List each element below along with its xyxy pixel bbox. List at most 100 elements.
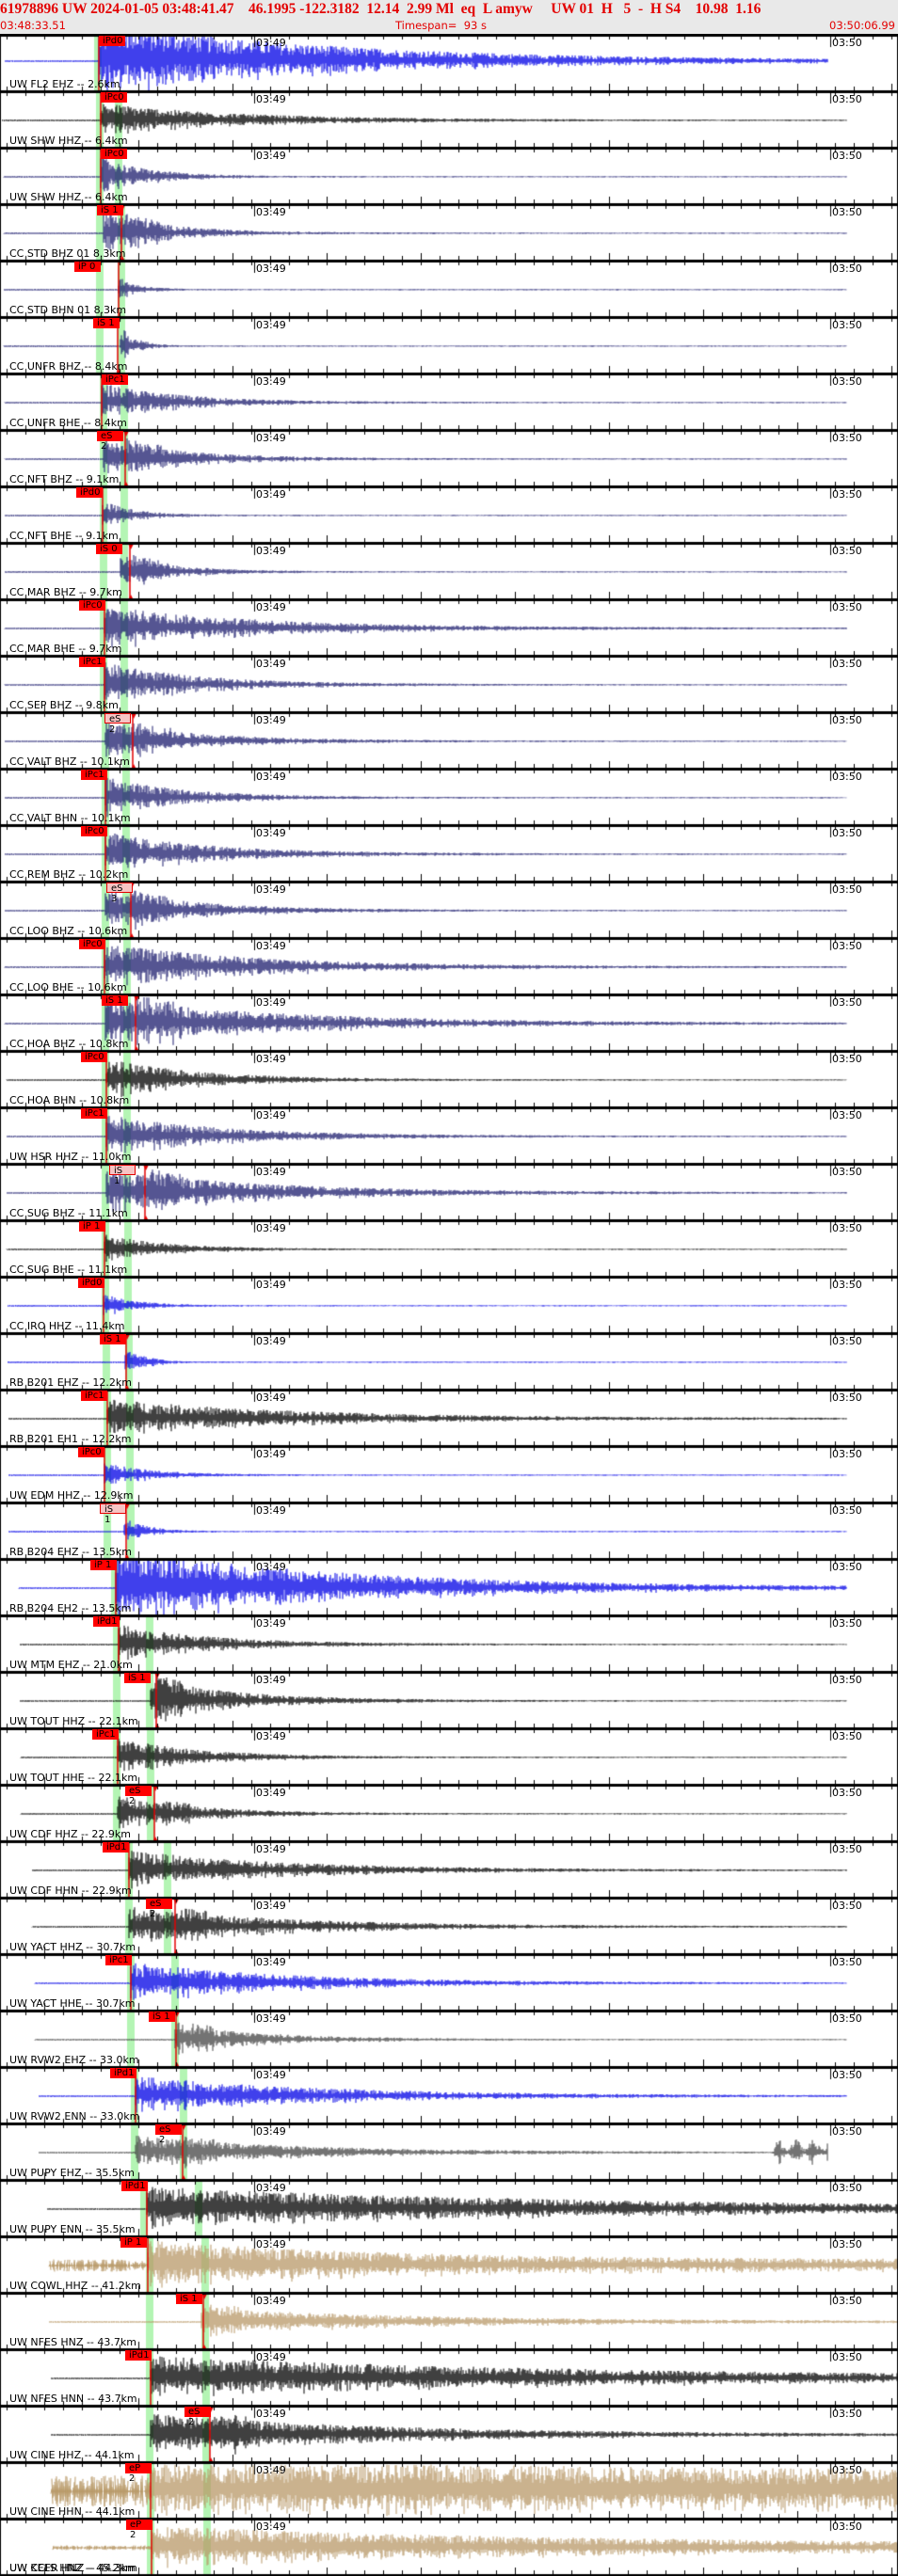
phase-pick-label[interactable]: iS 1	[102, 995, 128, 1006]
phase-pick-label[interactable]: iPc1	[92, 1729, 119, 1740]
phase-pick-label[interactable]: eS 3	[106, 883, 133, 904]
trace-panel[interactable]: 03:49 03:50 iPc0 CC MAR BHE -- 9.7km	[0, 600, 898, 657]
trace-panel[interactable]: 03:49 03:50 iS 1 CC UNFR BHZ -- 8.4km	[0, 318, 898, 374]
phase-pick-label[interactable]: eS 2	[146, 1899, 172, 1919]
phase-pick-label[interactable]: iPd0	[99, 36, 125, 46]
waveform-canvas	[0, 1842, 898, 1899]
trace-panel[interactable]: 03:49 03:50 iS 1 RB B201 EHZ -- 12.2km	[0, 1334, 898, 1391]
trace-panel[interactable]: 03:49 03:50 iPc1 UW YACT HHE -- 30.7km	[0, 1955, 898, 2012]
time-tick-label: 03:49	[256, 432, 286, 444]
phase-pick-label[interactable]: iPc1	[79, 657, 105, 667]
phase-pick-label[interactable]: iPc0	[81, 826, 107, 836]
trace-panel[interactable]: 03:49 03:50 eP 2 UW CCFR HNZ -- 44.3km	[0, 2520, 898, 2576]
phase-pick-label[interactable]: iPc0	[101, 149, 127, 159]
trace-panel[interactable]: 03:49 03:50 iPd1 UW NFES HNN -- 43.7km	[0, 2350, 898, 2407]
channel-label: CC HOA BHZ -- 10.8km	[9, 1038, 129, 1050]
phase-pick-label[interactable]: iP 1	[120, 2237, 147, 2248]
phase-pick-label[interactable]: iPc1	[81, 770, 107, 780]
trace-panel[interactable]: 03:49 03:50 iPc1 RB B201 EH1 -- 12.2km	[0, 1391, 898, 1447]
phase-pick-label[interactable]: eS 2	[97, 431, 123, 452]
trace-panel[interactable]: 03:49 03:50 iS 0 CC MAR BHZ -- 9.7km	[0, 544, 898, 600]
time-tick-label: 03:49	[256, 1674, 286, 1686]
phase-pick-label[interactable]: iS 1	[100, 1503, 126, 1525]
phase-pick-label[interactable]: iPd1	[93, 1616, 120, 1627]
phase-pick-label[interactable]: iPc1	[81, 1108, 107, 1119]
trace-panel[interactable]: 03:49 03:50 iS 1 CC STD BHZ 01 8.3km	[0, 205, 898, 262]
phase-pick-label[interactable]: iPd1	[103, 1842, 129, 1852]
phase-pick-label[interactable]: iS 1	[176, 2294, 202, 2304]
phase-pick-label[interactable]: iS 1	[97, 205, 123, 215]
phase-pick-label[interactable]: iPc1	[102, 374, 128, 385]
time-tick-label: 03:49	[256, 2182, 286, 2194]
trace-panel[interactable]: 03:49 03:50 iPd1 UW CDF HHN -- 22.9km	[0, 1842, 898, 1899]
trace-panel[interactable]: 03:49 03:50 iPc0 UW SHW HHZ -- 6.4km	[0, 149, 898, 205]
trace-panel[interactable]: 03:49 03:50 iPd0 CC IRO HHZ -- 11.4km	[0, 1278, 898, 1334]
phase-pick-label[interactable]: iS 1	[109, 1165, 136, 1186]
phase-pick-label[interactable]: iP 1	[90, 1560, 117, 1570]
trace-panel[interactable]: 03:49 03:50 eS 3 CC LOO BHZ -- 10.6km	[0, 883, 898, 939]
phase-pick-label[interactable]: iPc0	[81, 1052, 107, 1062]
trace-panel[interactable]: 03:49 03:50 iP 1 CC SUG BHE -- 11.1km	[0, 1221, 898, 1278]
phase-pick-label[interactable]: iS 1	[124, 1673, 151, 1683]
trace-panel[interactable]: 03:49 03:50 eP 2 UW CINE HHN -- 44.1km	[0, 2463, 898, 2520]
trace-panel[interactable]: 03:49 03:50 iPc1 UW HSR HHZ -- 11.0km	[0, 1108, 898, 1165]
trace-panel[interactable]: 03:49 03:50 eS 2 UW PUPY EHZ -- 35.5km	[0, 2124, 898, 2181]
trace-panel[interactable]: 03:49 03:50 iS 1 CC SUG BHZ -- 11.1km	[0, 1165, 898, 1221]
phase-pick-label[interactable]: iP 1	[79, 1221, 105, 1232]
trace-panel[interactable]: 03:49 03:50 eS 2 UW CDF HHZ -- 22.9km	[0, 1786, 898, 1842]
trace-panel[interactable]: 03:49 03:50 iS 1 CC HOA BHZ -- 10.8km	[0, 995, 898, 1052]
trace-panel[interactable]: 03:49 03:50 iS 1 UW TOUT HHZ -- 22.1km	[0, 1673, 898, 1729]
phase-pick-label[interactable]: iPc0	[101, 92, 127, 103]
trace-panel[interactable]: 03:49 03:50 eS 2 CC VALT BHZ -- 10.1km	[0, 713, 898, 770]
trace-panel[interactable]: 03:49 03:50 iPd0 CC NFT BHE -- 9.1km	[0, 487, 898, 544]
trace-panel[interactable]: 03:49 03:50 iS 1 UW NFES HNZ -- 43.7km	[0, 2294, 898, 2350]
phase-pick-label[interactable]: eP 2	[126, 2520, 152, 2540]
phase-pick-label[interactable]: iS 0	[96, 544, 122, 554]
phase-pick-label[interactable]: eS 2	[125, 1786, 152, 1806]
trace-panel[interactable]: 03:49 03:50 iP 1 RB B204 EH2 -- 13.5km	[0, 1560, 898, 1616]
time-tick-label: 03:49	[256, 883, 286, 896]
trace-panel[interactable]: 03:49 03:50 iS 1 UW RVW2 EHZ -- 33.0km	[0, 2012, 898, 2068]
trace-panel[interactable]: 03:49 03:50 iPc0 UW EDM HHZ -- 12.9km	[0, 1447, 898, 1503]
phase-pick-label[interactable]: iPc1	[105, 1955, 132, 1965]
time-tick-label: 03:49	[256, 1391, 286, 1404]
trace-panel[interactable]: 03:49 03:50 iPc0 CC HOA BHN -- 10.8km	[0, 1052, 898, 1108]
trace-panel[interactable]: 03:49 03:50 eS 2 UW YACT HHZ -- 30.7km	[0, 1899, 898, 1955]
trace-panel[interactable]: 03:49 03:50 iPd0 UW FL2 EHZ -- 2.6km	[0, 36, 898, 92]
phase-pick-label[interactable]: iS 1	[93, 318, 120, 328]
phase-pick-label[interactable]: iPd0	[78, 1278, 104, 1288]
phase-pick-label[interactable]: iPc0	[79, 939, 105, 949]
trace-panel[interactable]: 03:49 03:50 iPd1 UW RVW2 ENN -- 33.0km	[0, 2068, 898, 2124]
trace-panel[interactable]: 03:49 03:50 iPc1 UW TOUT HHE -- 22.1km	[0, 1729, 898, 1786]
trace-panel[interactable]: 03:49 03:50 eS 2 CC NFT BHZ -- 9.1km	[0, 431, 898, 487]
trace-panel[interactable]: 03:49 03:50 iS 1 RB B204 EHZ -- 13.5km	[0, 1503, 898, 1560]
trace-panel[interactable]: 03:49 03:50 iPd1 UW MTM EHZ -- 21.0km	[0, 1616, 898, 1673]
time-tick-label: 03:50	[832, 262, 862, 275]
time-tick-label: 03:49	[256, 1109, 286, 1121]
trace-panel[interactable]: 03:49 03:50 iPc1 CC VALT BHN -- 10.1km	[0, 770, 898, 826]
phase-pick-label[interactable]: iS 1	[149, 2012, 175, 2022]
trace-panel[interactable]: 03:49 03:50 eS 2 UW CINE HHZ -- 44.1km	[0, 2407, 898, 2463]
phase-pick-label[interactable]: eP 2	[125, 2463, 152, 2484]
phase-pick-label[interactable]: iS 1	[100, 1334, 126, 1344]
phase-pick-label[interactable]: eS 2	[184, 2407, 211, 2427]
waveform-canvas	[0, 826, 898, 883]
phase-pick-label[interactable]: iPc0	[78, 1447, 104, 1457]
phase-pick-label[interactable]: iPc0	[79, 600, 105, 611]
phase-pick-label[interactable]: iPd1	[110, 2068, 136, 2078]
trace-panel[interactable]: 03:49 03:50 iPc0 UW SHW HHZ -- 6.4km	[0, 92, 898, 149]
trace-panel[interactable]: 03:49 03:50 iPc1 CC SEP BHZ -- 9.8km	[0, 657, 898, 713]
trace-panel[interactable]: 03:49 03:50 iP 1 UW COWL HHZ -- 41.2km	[0, 2237, 898, 2294]
trace-panel[interactable]: 03:49 03:50 iPc0 CC LOO BHE -- 10.6km	[0, 939, 898, 995]
trace-panel[interactable]: 03:49 03:50 iP 0 CC STD BHN 01 8.3km	[0, 262, 898, 318]
phase-pick-label[interactable]: iPd0	[76, 487, 103, 498]
phase-pick-label[interactable]: iPc1	[81, 1391, 107, 1401]
phase-pick-label[interactable]: iPd1	[125, 2350, 152, 2361]
trace-panel[interactable]: 03:49 03:50 iPd1 UW PUPY ENN -- 35.5km	[0, 2181, 898, 2237]
phase-pick-label[interactable]: eS 2	[104, 713, 131, 735]
phase-pick-label[interactable]: iPd1	[121, 2181, 148, 2191]
trace-panel[interactable]: 03:49 03:50 iPc0 CC REM BHZ -- 10.2km	[0, 826, 898, 883]
phase-pick-label[interactable]: iP 0	[74, 262, 101, 272]
trace-panel[interactable]: 03:49 03:50 iPc1 CC UNFR BHE -- 8.4km	[0, 374, 898, 431]
phase-pick-label[interactable]: eS 2	[155, 2124, 182, 2145]
